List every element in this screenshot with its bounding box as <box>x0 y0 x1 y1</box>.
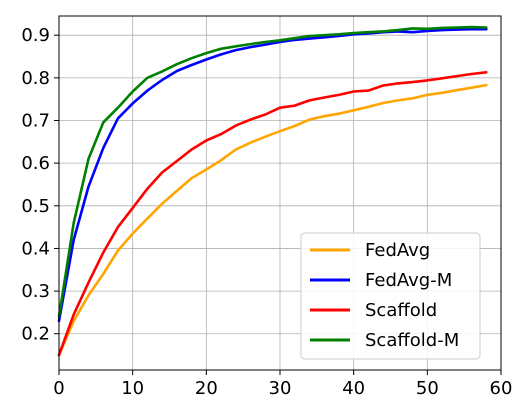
x-tick-label: 20 <box>195 378 218 399</box>
legend-label-fedavg: FedAvg <box>365 240 430 261</box>
series-line-fedavg <box>57 83 488 357</box>
y-tick-label: 0.6 <box>21 153 50 174</box>
y-tick-label: 0.3 <box>21 281 50 302</box>
legend-label-fedavg-m: FedAvg-M <box>365 270 452 291</box>
legend-label-scaffold: Scaffold <box>365 300 437 321</box>
y-tick-label: 0.5 <box>21 196 50 217</box>
series-line-fedavg-m <box>57 27 488 323</box>
x-tick-label: 40 <box>342 378 365 399</box>
legend: FedAvg FedAvg-M Scaffold Scaffold-M <box>300 232 481 360</box>
x-tick-label: 10 <box>121 378 144 399</box>
legend-box <box>300 232 481 360</box>
y-tick-label: 0.4 <box>21 238 50 259</box>
x-axis: 0 10 20 30 40 50 60 <box>53 370 512 399</box>
y-tick-label: 0.8 <box>21 68 50 89</box>
x-tick-label: 30 <box>269 378 292 399</box>
legend-label-scaffold-m: Scaffold-M <box>365 330 459 351</box>
series-line-scaffold-m <box>57 25 488 319</box>
series-line-scaffold <box>57 71 488 357</box>
y-tick-label: 0.2 <box>21 324 50 345</box>
x-tick-label: 50 <box>416 378 439 399</box>
y-tick-label: 0.7 <box>21 110 50 131</box>
x-tick-label: 60 <box>490 378 513 399</box>
x-tick-label: 0 <box>53 378 64 399</box>
y-axis: 0.2 0.3 0.4 0.5 0.6 0.7 0.8 0.9 <box>21 25 59 345</box>
series-lines <box>57 25 488 357</box>
y-tick-label: 0.9 <box>21 25 50 46</box>
